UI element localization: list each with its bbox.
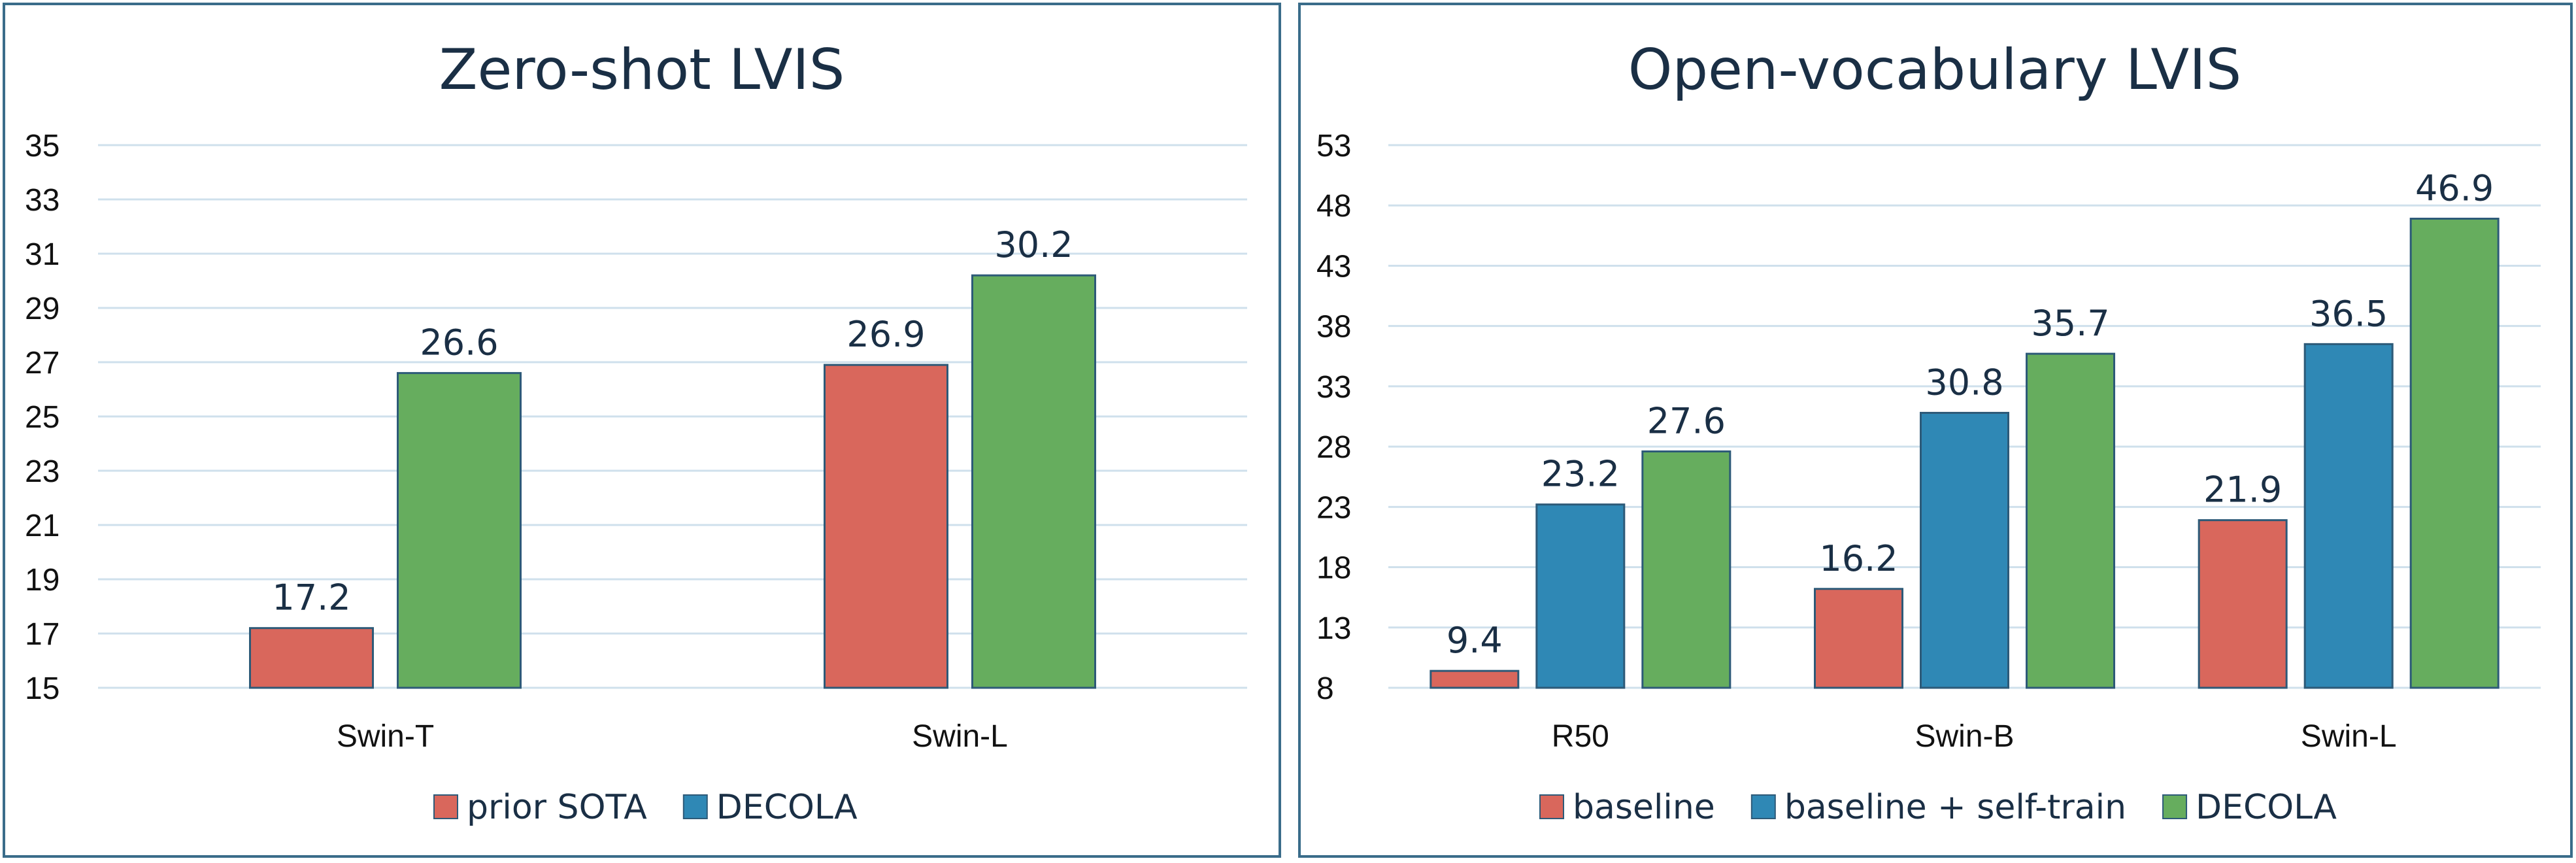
- y-tick-label: 33: [25, 183, 59, 218]
- zero-shot-lvis-chart: Zero-shot LVIS 15 17 19 21 23 25 27 29 31 33 35 17.2…: [3, 3, 1281, 858]
- y-tick-label: 33: [1316, 370, 1351, 405]
- data-label: 27.6: [1647, 400, 1726, 441]
- open-vocabulary-lvis-chart: Open-vocabulary LVIS 8 13 18 23 28 33 38 43 48 53 9…: [1298, 3, 2573, 858]
- chart-title: Zero-shot LVIS: [439, 37, 845, 103]
- x-category-label: Swin-T: [337, 719, 434, 754]
- bar: [397, 372, 522, 689]
- bar: [1535, 503, 1626, 689]
- bar: [1814, 588, 1903, 689]
- bar: [2303, 343, 2394, 689]
- bar: [1430, 669, 1520, 689]
- data-label: 46.9: [2415, 168, 2494, 209]
- y-tick-label: 38: [1316, 310, 1351, 345]
- data-label: 35.7: [2031, 303, 2109, 344]
- legend-label: prior SOTA: [467, 788, 647, 827]
- bar: [2198, 519, 2288, 689]
- y-tick-label: 15: [25, 671, 59, 706]
- bar: [1641, 450, 1731, 689]
- bar: [2026, 352, 2115, 689]
- legend-swatch: [1750, 794, 1776, 819]
- y-tick-label: 19: [25, 563, 59, 598]
- legend-label: DECOLA: [716, 788, 858, 827]
- y-tick-label: 27: [25, 346, 59, 381]
- legend-swatch: [2162, 794, 2188, 819]
- legend-swatch: [433, 794, 458, 819]
- x-category-label: Swin-L: [2301, 719, 2397, 754]
- bar: [1920, 411, 2009, 689]
- y-tick-label: 21: [25, 509, 59, 543]
- y-tick-label: 23: [1316, 490, 1351, 525]
- bar: [249, 627, 374, 689]
- data-label: 17.2: [272, 577, 350, 618]
- data-label: 21.9: [2203, 469, 2282, 511]
- legend-label: DECOLA: [2196, 788, 2337, 827]
- zero-shot-lvis-plot: Zero-shot LVIS 15 17 19 21 23 25 27 29 31 33 35 17.2…: [25, 37, 1247, 827]
- legend-label: baseline: [1573, 788, 1715, 827]
- data-label: 30.8: [1925, 362, 2003, 403]
- bar: [824, 364, 948, 689]
- data-label: 30.2: [994, 224, 1073, 265]
- legend-label: baseline + self-train: [1784, 788, 2126, 827]
- y-tick-label: 25: [25, 400, 59, 435]
- y-tick-label: 28: [1316, 430, 1351, 465]
- y-tick-label: 53: [1316, 129, 1351, 163]
- y-tick-label: 35: [25, 129, 59, 163]
- data-label: 26.6: [420, 322, 498, 364]
- x-category-label: Swin-L: [912, 719, 1008, 754]
- y-tick-label: 18: [1316, 551, 1351, 586]
- y-tick-label: 23: [25, 454, 59, 489]
- y-tick-label: 43: [1316, 249, 1351, 284]
- legend-swatch: [1539, 794, 1564, 819]
- x-category-label: R50: [1552, 719, 1609, 754]
- data-label: 36.5: [2309, 293, 2388, 334]
- data-label: 26.9: [846, 314, 925, 355]
- x-category-label: Swin-B: [1915, 719, 2014, 754]
- open-vocabulary-lvis-plot: Open-vocabulary LVIS 8 13 18 23 28 33 38 43 48 53 9…: [1316, 37, 2541, 827]
- y-tick-label: 31: [25, 237, 59, 272]
- y-tick-label: 48: [1316, 189, 1351, 224]
- y-tick-label: 29: [25, 292, 59, 326]
- chart-title: Open-vocabulary LVIS: [1628, 37, 2241, 103]
- y-tick-label: 17: [25, 617, 59, 652]
- data-label: 23.2: [1541, 454, 1620, 495]
- bar: [971, 274, 1096, 689]
- y-tick-label: 8: [1316, 671, 1334, 706]
- data-label: 9.4: [1447, 620, 1503, 661]
- legend-swatch: [682, 794, 708, 819]
- y-tick-label: 13: [1316, 611, 1351, 646]
- data-label: 16.2: [1819, 538, 1898, 579]
- bar: [2409, 218, 2500, 689]
